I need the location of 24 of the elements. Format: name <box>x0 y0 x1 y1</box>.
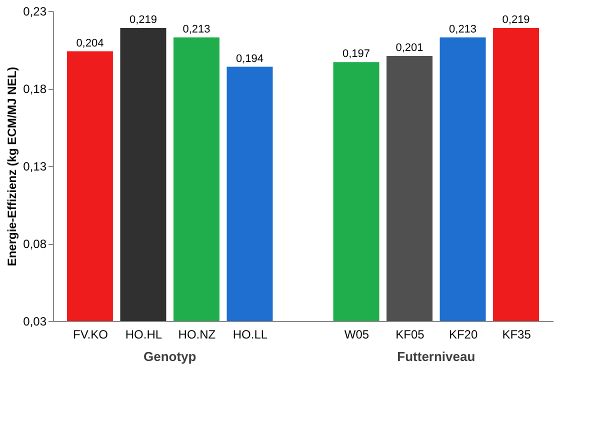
x-tick-label: HO.LL <box>232 328 268 342</box>
data-label: 0,204 <box>76 37 104 50</box>
data-label: 0,219 <box>502 14 530 26</box>
x-tick-label: HO.NZ <box>178 328 216 342</box>
data-label: 0,197 <box>342 48 370 60</box>
text: Genotyp <box>143 349 196 364</box>
y-tick-label: 0,23 <box>23 4 47 18</box>
x-tick-label: KF35 <box>502 328 532 342</box>
x-tick-label: FV.KO <box>73 328 108 342</box>
data-label: 0,201 <box>396 42 424 54</box>
x-tick-label: W05 <box>344 328 370 342</box>
y-tick-label: 0,18 <box>23 82 47 96</box>
data-label: 0,194 <box>236 52 264 65</box>
data-label: 0,213 <box>449 23 477 36</box>
data-label: 0,213 <box>182 23 210 36</box>
x-tick-label: KF20 <box>448 328 478 342</box>
x-tick-label: KF05 <box>396 328 425 342</box>
y-axis-title: Energie-Effizienz (kg ECM/MJ NEL) <box>5 66 20 266</box>
x-tick-label: HO.HL <box>125 328 162 342</box>
text: Futterniveau <box>397 349 476 364</box>
y-tick-label: 0,13 <box>23 160 47 174</box>
data-label: 0,219 <box>129 14 157 26</box>
y-tick-label: 0,03 <box>23 314 47 328</box>
y-tick-label: 0,08 <box>23 237 47 251</box>
